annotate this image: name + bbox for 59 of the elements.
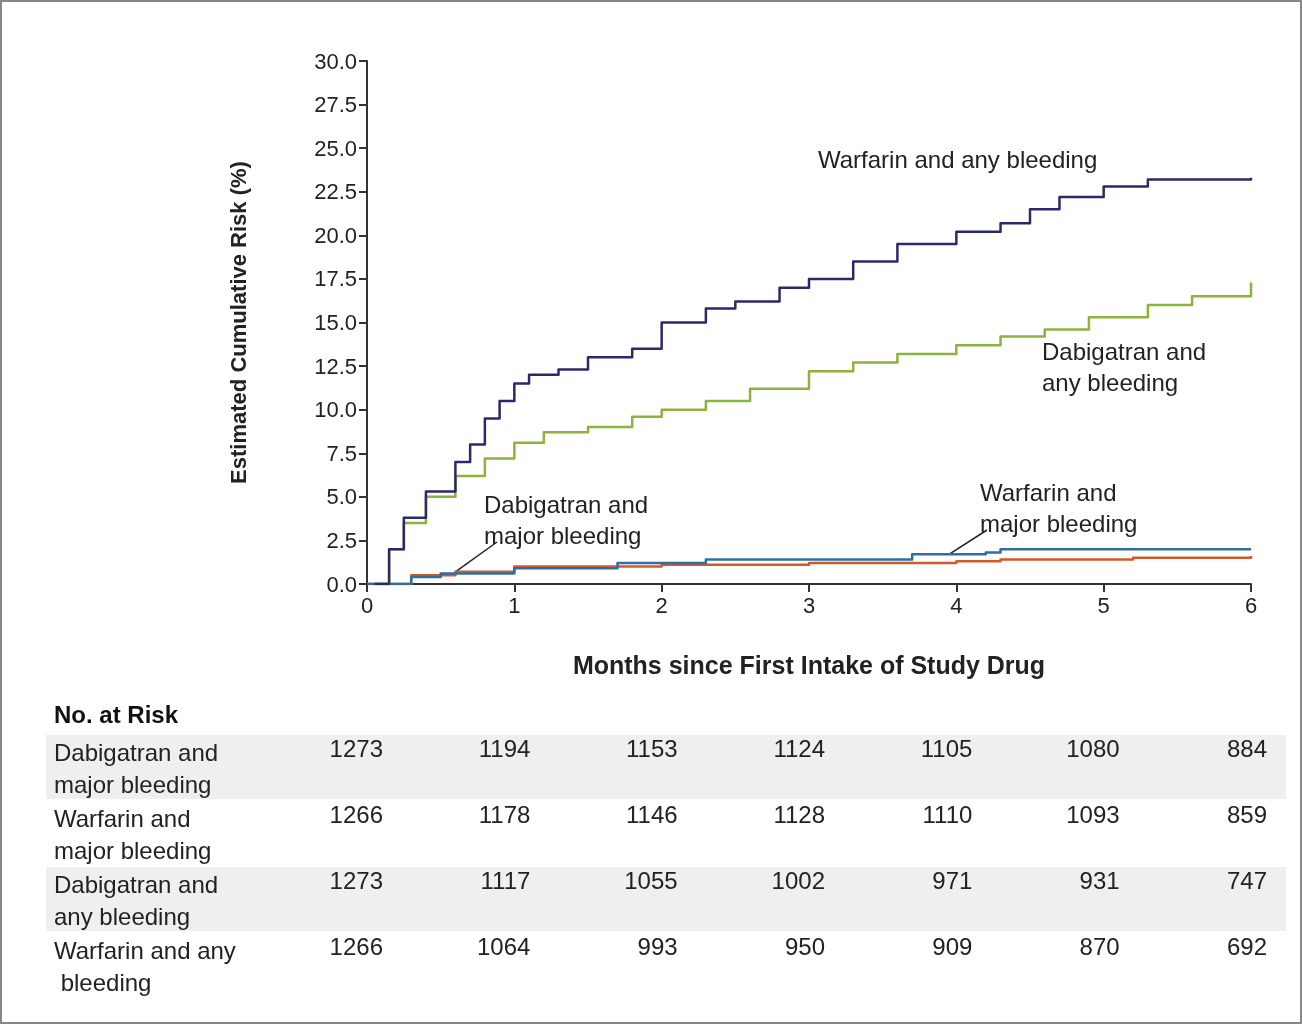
y-tick-label: 25.0 <box>314 135 357 161</box>
text: Warfarin and major bleeding <box>54 804 212 864</box>
text: 1266 <box>329 800 383 828</box>
y-tick-label: 10.0 <box>314 397 357 423</box>
text: 931 <box>1079 866 1120 894</box>
text: 1105 <box>920 734 973 762</box>
x-axis-title: Months since First Intake of Study Drug <box>572 650 1046 679</box>
text: 1273 <box>329 866 383 894</box>
text: Dabigatran and major bleeding <box>54 738 225 798</box>
x-tick-label: 4 <box>950 592 963 618</box>
text: 1194 <box>478 734 531 762</box>
x-tick-label: 6 <box>1244 592 1258 618</box>
y-tick-label: 17.5 <box>314 266 357 292</box>
text: 1266 <box>329 932 383 960</box>
text: 1002 <box>771 866 825 894</box>
series-label: Dabigatran and major bleeding <box>484 491 655 549</box>
series-label: Warfarin and major bleeding <box>980 479 1138 537</box>
text: 1064 <box>476 932 531 960</box>
text: 859 <box>1226 800 1267 828</box>
text: 971 <box>932 866 973 894</box>
y-tick-label: 12.5 <box>314 353 357 379</box>
y-tick-label: 22.5 <box>314 179 357 205</box>
text: 1110 <box>922 800 973 828</box>
text: 1146 <box>626 800 678 828</box>
y-axis-title: Estimated Cumulative Risk (%) <box>225 161 251 484</box>
text: 1093 <box>1066 800 1120 828</box>
x-tick-label: 2 <box>655 592 668 618</box>
x-tick-label: 3 <box>802 592 816 618</box>
text: 1080 <box>1066 734 1120 762</box>
y-tick-label: 15.0 <box>314 310 357 335</box>
text: 1128 <box>773 800 825 828</box>
y-tick-label: 2.5 <box>326 527 357 553</box>
x-tick-label: 0 <box>360 592 374 618</box>
text: 1273 <box>329 734 383 762</box>
text: 1117 <box>480 866 531 894</box>
text: 950 <box>784 932 825 960</box>
text: Warfarin and any bleeding <box>54 936 236 996</box>
x-tick-label: 5 <box>1097 592 1110 618</box>
text: Dabigatran and any bleeding <box>54 870 225 930</box>
text: 884 <box>1226 734 1267 762</box>
text: 1153 <box>626 734 678 762</box>
text: 692 <box>1226 932 1267 960</box>
series-label: Warfarin and any bleeding <box>818 146 1098 173</box>
y-tick-label: 30.0 <box>314 48 357 74</box>
y-tick-label: 20.0 <box>314 222 357 248</box>
text: 1178 <box>478 800 531 828</box>
text: 993 <box>637 932 678 960</box>
text: 870 <box>1079 932 1120 960</box>
text: 747 <box>1226 866 1267 894</box>
text: 909 <box>932 932 973 960</box>
text: 1124 <box>773 734 825 762</box>
y-tick-label: 7.5 <box>326 440 357 466</box>
y-tick-label: 5.0 <box>326 484 357 510</box>
y-tick-label: 0.0 <box>326 571 357 597</box>
y-tick-label: 27.5 <box>314 92 357 118</box>
text: No. at Risk <box>54 700 179 728</box>
x-tick-label: 1 <box>508 592 521 618</box>
series-label: Dabigatran and any bleeding <box>1042 338 1213 396</box>
text: 1055 <box>624 866 678 894</box>
